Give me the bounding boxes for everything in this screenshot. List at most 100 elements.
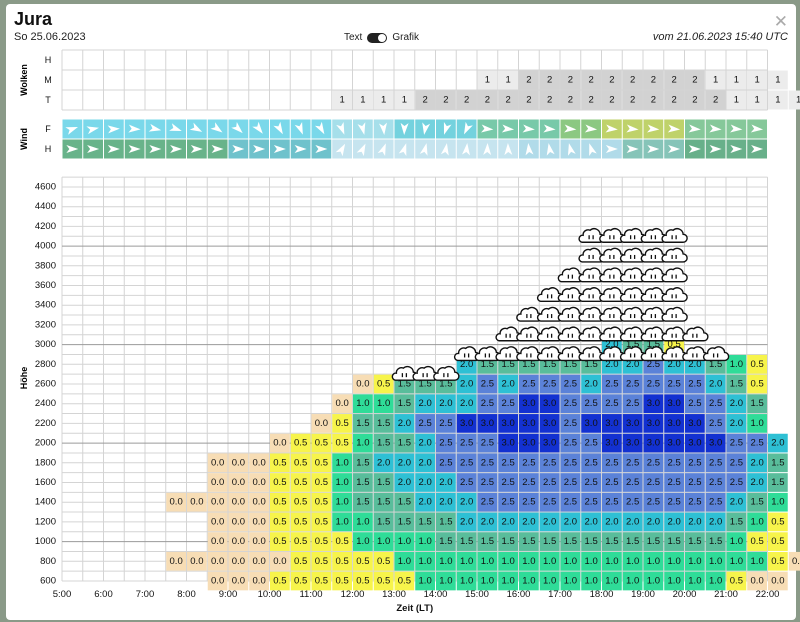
thermal-cell <box>643 414 664 433</box>
thermal-cell <box>664 551 684 571</box>
thermal-cell <box>166 551 186 571</box>
thermal-value: 1.5 <box>647 536 660 547</box>
cloud-cover-value: 1 <box>754 75 759 86</box>
thermal-value: 1.5 <box>398 379 411 390</box>
thermal-value: 1.5 <box>439 379 452 390</box>
thermal-cell <box>560 512 581 532</box>
thermal-cell <box>436 473 456 492</box>
thermal-cell <box>643 394 664 414</box>
thermal-cell <box>539 532 560 551</box>
thermal-cell <box>477 473 498 492</box>
thermal-cell <box>290 433 311 453</box>
thermal-value: 1.5 <box>626 536 639 547</box>
thermal-value: 2.0 <box>751 457 764 468</box>
thermal-cell <box>332 551 352 571</box>
cloud-cover-cell <box>498 90 518 110</box>
close-icon[interactable]: ✕ <box>773 12 788 31</box>
thermal-value: 0.5 <box>315 477 328 488</box>
thermal-cell <box>436 512 456 532</box>
thermal-value: 0.5 <box>315 556 328 567</box>
thermal-cell <box>726 433 747 453</box>
thermal-value: 0.5 <box>273 516 286 527</box>
thermal-value: 1.0 <box>647 576 660 587</box>
thermal-value: 2.5 <box>688 398 701 409</box>
y-tick-label: 4000 <box>35 241 56 252</box>
thermal-value: 3.0 <box>522 438 535 449</box>
cloud-icon <box>536 346 564 362</box>
thermal-value: 1.5 <box>688 536 701 547</box>
wind-arrow-icon <box>273 121 283 135</box>
cloud-icon <box>578 326 605 342</box>
wind-arrow-icon <box>86 126 99 135</box>
wind-arrow-icon <box>730 124 743 133</box>
thermal-value: 2.0 <box>419 497 432 508</box>
wind-arrow-icon <box>584 124 598 133</box>
view-toggle[interactable]: Text Grafik <box>344 32 419 43</box>
thermal-value: 1.0 <box>419 576 432 587</box>
thermal-cell <box>539 453 560 473</box>
thermal-value: 2.5 <box>605 379 618 390</box>
thermal-cell <box>207 571 228 591</box>
thermal-cell <box>311 473 332 492</box>
thermal-cell <box>353 532 373 551</box>
thermal-cell <box>581 394 601 414</box>
thermal-value: 1.5 <box>543 359 556 370</box>
thermal-value: 0.5 <box>356 556 369 567</box>
thermal-cell <box>685 453 705 473</box>
thermal-value: 2.5 <box>626 477 639 488</box>
thermal-cell <box>622 433 643 453</box>
thermal-cell <box>415 433 435 453</box>
thermal-value: 0.5 <box>315 497 328 508</box>
thermal-value: 1.5 <box>398 516 411 527</box>
wind-arrow-icon <box>525 143 534 156</box>
x-tick-label: 20:00 <box>673 589 697 600</box>
thermal-cell <box>602 453 622 473</box>
thermal-cell <box>519 453 539 473</box>
wind-arrow-icon <box>335 143 346 157</box>
thermal-value: 0.0 <box>232 556 245 567</box>
cloud-cover-cell <box>643 90 664 110</box>
x-tick-label: 10:00 <box>258 589 282 600</box>
thermal-cell <box>581 571 601 591</box>
thermal-value: 1.0 <box>543 556 556 567</box>
thermal-value: 1.5 <box>419 379 432 390</box>
wind-arrow-icon <box>626 124 639 133</box>
thermal-value: 1.0 <box>336 477 349 488</box>
thermal-cell <box>353 512 373 532</box>
thermal-value: 3.0 <box>668 398 681 409</box>
thermal-value: 1.0 <box>688 556 701 567</box>
thermal-value: 1.0 <box>481 556 494 567</box>
thermal-value: 2.0 <box>502 379 515 390</box>
cloud-cover-cell <box>477 90 498 110</box>
thermal-value: 1.0 <box>605 576 618 587</box>
thermal-cell <box>768 571 788 591</box>
cloud-cover-cell <box>602 70 622 90</box>
cloud-shape <box>682 326 709 342</box>
thermal-cell <box>519 433 539 453</box>
wind-arrow-icon <box>336 121 345 135</box>
cloud-icon <box>682 326 709 342</box>
thermal-value: 0.5 <box>294 438 307 449</box>
toggle-switch[interactable] <box>367 32 388 43</box>
thermal-value: 0.0 <box>356 379 369 390</box>
thermal-cell <box>560 453 581 473</box>
thermal-cell <box>373 532 394 551</box>
thermal-value: 2.5 <box>688 457 701 468</box>
cloud-cover-value: 2 <box>547 75 552 86</box>
wind-arrow-icon <box>751 145 764 153</box>
cloud-layer-label: H <box>45 55 52 65</box>
thermal-cell <box>436 414 456 433</box>
thermal-value: 2.5 <box>543 477 556 488</box>
wind-arrow-icon <box>647 124 660 133</box>
x-tick-label: 8:00 <box>177 589 196 600</box>
thermal-cell <box>436 394 456 414</box>
thermal-value: 1.0 <box>668 576 681 587</box>
cloud-cover-cell <box>602 90 622 110</box>
thermal-cell <box>436 571 456 591</box>
thermal-cell <box>664 453 684 473</box>
thermal-cell <box>705 374 726 394</box>
thermal-value: 1.0 <box>564 576 577 587</box>
thermal-cell <box>726 551 747 571</box>
thermal-cell <box>622 512 643 532</box>
thermal-cell <box>519 414 539 433</box>
